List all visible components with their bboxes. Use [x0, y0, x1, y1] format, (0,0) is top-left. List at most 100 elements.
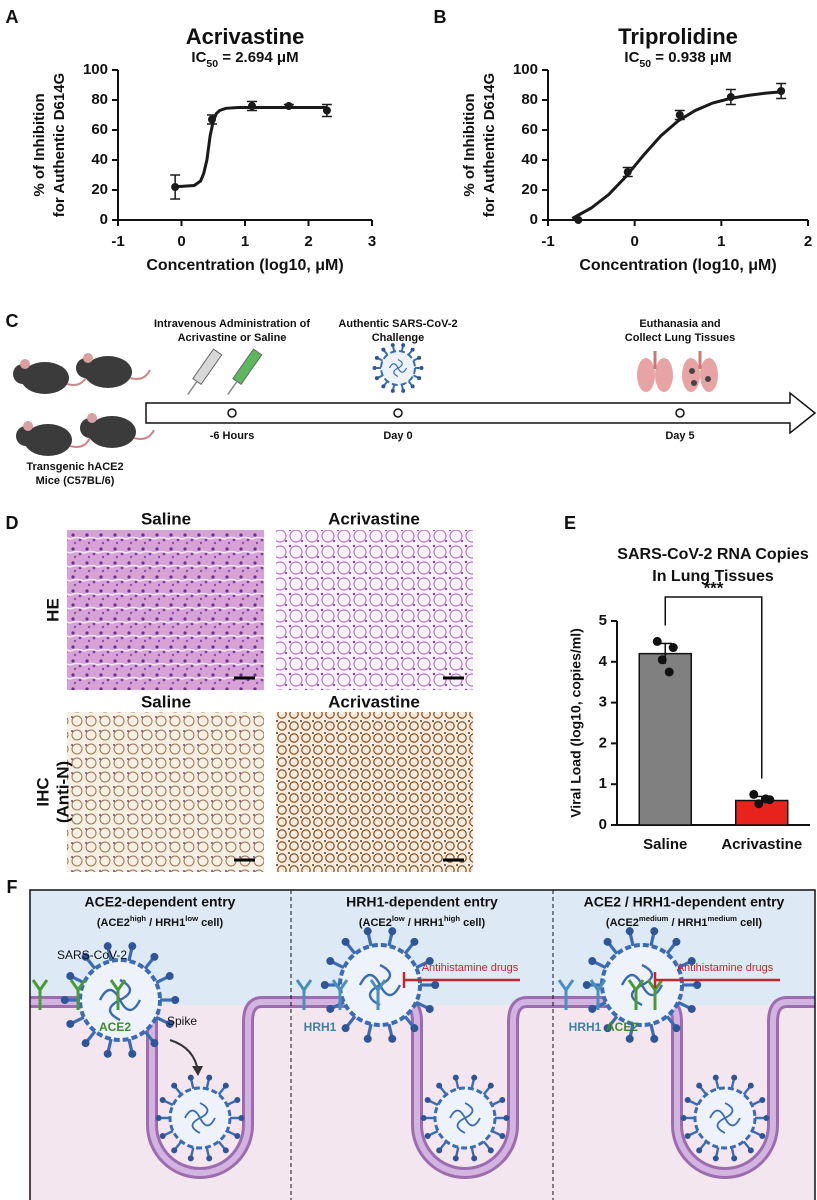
virus-spike-head [503, 1115, 510, 1121]
virus-spike-head [341, 1024, 350, 1033]
timeline-marker [675, 408, 685, 418]
data-point [726, 93, 735, 101]
virus-spike-head [425, 957, 434, 966]
virus-spike-head [672, 1024, 681, 1033]
text-segment: cell) [460, 917, 485, 929]
virus-spike-head [487, 1082, 494, 1089]
y-tick-label: 60 [521, 121, 538, 138]
syringe-barrel [232, 348, 263, 386]
virus-spike-head [128, 942, 137, 951]
virus-spike-head [436, 1082, 443, 1089]
event-label: Intravenous Administration of [154, 318, 310, 330]
virus-spike-head [363, 1034, 372, 1043]
virus-spike-head [390, 388, 395, 393]
virus-spike-head [431, 981, 440, 989]
y-tick-label: 20 [521, 181, 538, 198]
virus-spike-head [684, 1132, 691, 1139]
virus-spike-head [401, 343, 406, 348]
virus-spike-head [588, 957, 597, 966]
x-tick-label: 0 [177, 233, 185, 250]
y-tick-label: 80 [91, 91, 108, 108]
x-tick-label: -1 [541, 233, 554, 250]
virus-spike-head [625, 1034, 634, 1043]
virus-spike-head [417, 376, 422, 381]
ace2-receptor-head [627, 979, 645, 993]
virus-spike-head [417, 355, 422, 360]
x-tick-label: 1 [717, 233, 725, 250]
row-label: (Anti-N) [53, 761, 72, 823]
virus-spike-head [326, 1004, 335, 1013]
mouse-tail [129, 369, 151, 380]
virus-spike-head [238, 1115, 245, 1121]
text-segment: 50 [639, 58, 651, 70]
virus-spike-head [103, 1049, 112, 1058]
mouse-tail [69, 437, 91, 448]
mechanism-title: ACE2-dependent entry [85, 894, 236, 910]
y-tick-label: 60 [91, 121, 108, 138]
fit-curve [571, 90, 783, 220]
timeline-arrow [145, 391, 817, 435]
virus-spike-head [452, 1155, 459, 1162]
mechanism-subtitle: (ACE2medium / HRH1medium cell) [606, 914, 763, 929]
y-tick-label: 100 [513, 61, 538, 78]
y-tick-label: 20 [91, 181, 108, 198]
virus-spike-head [206, 1074, 213, 1081]
virus-spike-head [410, 1024, 419, 1033]
y-tick-label: 40 [91, 151, 108, 168]
text-segment: / HRH1 [146, 917, 185, 929]
x-tick-label: 1 [241, 233, 249, 250]
lung-lobe [700, 358, 718, 392]
virus-spike-head [410, 347, 415, 352]
chart-subtitle: IC50 = 2.694 μM [191, 49, 298, 70]
data-point [668, 643, 678, 653]
virus-spike-head [588, 1004, 597, 1013]
y-axis-label: % of Inhibition [461, 93, 478, 196]
virus-spike-head [763, 1115, 770, 1121]
virus-spike-head [341, 937, 350, 946]
virus-spike-head [401, 388, 406, 393]
virus-spike-head [234, 1132, 241, 1139]
hrh1-receptor-head [369, 979, 387, 993]
text-segment: = 2.694 μM [218, 49, 298, 66]
syringe [187, 348, 223, 396]
virus-spike-head [731, 1155, 738, 1162]
virus-label: SARS-CoV-2 [57, 948, 127, 962]
virus-spike-head [499, 1132, 506, 1139]
virus-spike-head [419, 366, 424, 370]
mechanism-subtitle: (ACE2high / HRH1low cell) [97, 914, 224, 929]
mouse-body [21, 362, 69, 394]
text-segment: high [444, 914, 461, 923]
text-segment: 50 [206, 58, 218, 70]
lung-lobe [682, 358, 700, 392]
drug-label: Antihistamine drugs [422, 962, 519, 974]
x-axis-label: Concentration (log10, μM) [146, 257, 343, 274]
event-time: Day 0 [383, 430, 412, 442]
y-tick-label: 0 [100, 211, 108, 228]
virus-spike-head [171, 1082, 178, 1089]
syringe-needle [187, 381, 198, 396]
lesion [689, 368, 695, 374]
virus-spike-head [693, 981, 702, 989]
ace2-label: ACE2 [606, 1020, 638, 1034]
hrh1-receptor-head [557, 979, 575, 993]
data-point [777, 87, 786, 95]
virus-spike-head [320, 981, 329, 989]
data-point [664, 667, 674, 677]
data-point [749, 789, 759, 799]
fit-curve [171, 106, 328, 189]
text-segment: low [185, 914, 198, 923]
mechanism-title: ACE2 / HRH1-dependent entry [584, 894, 785, 910]
virus-rna [98, 978, 142, 1022]
syringe [227, 348, 263, 396]
data-point [171, 183, 180, 191]
hrh1-label: HRH1 [304, 1020, 337, 1034]
virus-spike-head [425, 1004, 434, 1013]
event-label: Acrivastine or Saline [178, 332, 287, 344]
virus-spike-head [150, 1039, 159, 1048]
panel-label: A [6, 7, 19, 27]
mouse-head [80, 418, 100, 438]
virus-spike-head [150, 952, 159, 961]
hrh1-receptor-head [331, 979, 349, 993]
significance-bracket [664, 596, 763, 779]
virus-spike-head [650, 927, 659, 936]
